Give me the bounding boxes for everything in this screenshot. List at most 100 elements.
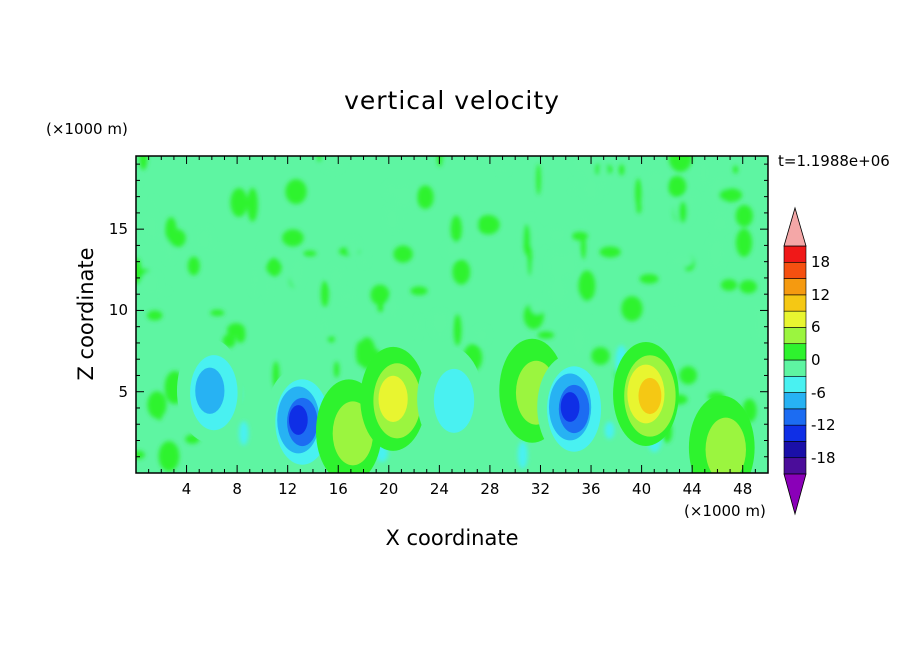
x-tick-label: 4 (181, 480, 192, 498)
texture-blob (752, 303, 763, 324)
texture-blob (678, 201, 688, 223)
texture-blob (139, 156, 148, 170)
colorbar-segment (783, 359, 807, 377)
texture-blob (319, 311, 330, 345)
colorbar-segment (783, 310, 807, 328)
y-tick-label: 10 (108, 301, 128, 320)
texture-blob (393, 245, 413, 263)
texture-blob (370, 284, 390, 306)
texture-blob (604, 421, 615, 439)
axes-frame (135, 155, 769, 474)
time-label: t=1.1988e+06 (778, 152, 890, 170)
texture-blob (147, 310, 163, 321)
texture-blob (710, 213, 730, 233)
texture-blob (618, 164, 625, 176)
texture-blob (718, 188, 743, 203)
colorbar-segment (783, 245, 807, 263)
texture-blob (333, 361, 340, 378)
texture-blob (328, 264, 344, 289)
contour-ring (705, 417, 746, 473)
texture-blob (338, 290, 355, 304)
texture-blob (669, 253, 694, 268)
colorbar-segment (783, 457, 807, 475)
colorbar-tick-label: -18 (811, 448, 836, 467)
texture-blob (303, 250, 317, 257)
colorbar-top-extension (783, 206, 807, 247)
colorbar (783, 206, 807, 516)
texture-blob (383, 206, 401, 232)
texture-blob (136, 450, 145, 460)
texture-blob (667, 175, 687, 198)
x-tick-label: 44 (682, 480, 702, 498)
texture-blob (417, 185, 434, 210)
colorbar-tick-label: 18 (811, 253, 831, 272)
x-tick-label: 20 (379, 480, 399, 498)
y-axis-label: Z coordinate (74, 247, 98, 381)
feature-4 (417, 346, 483, 451)
texture-blob (636, 201, 642, 214)
texture-blob (222, 333, 236, 348)
texture-blob (453, 314, 462, 346)
texture-blob (452, 259, 471, 285)
texture-blob (470, 208, 478, 238)
texture-blob (285, 179, 307, 205)
colorbar-tick-label: 0 (811, 351, 821, 369)
texture-blob (410, 286, 428, 296)
colorbar-segment (783, 424, 807, 442)
texture-blob (668, 156, 692, 172)
texture-blob (635, 178, 642, 208)
x-tick-label: 32 (530, 480, 551, 498)
texture-blob (394, 183, 415, 210)
texture-blob (143, 214, 160, 241)
texture-blob (570, 323, 587, 357)
colorbar-segment (783, 343, 807, 361)
y-tick-label: 5 (118, 382, 128, 401)
x-tick-label: 12 (278, 480, 298, 498)
texture-blob (591, 347, 610, 365)
texture-blob (644, 168, 668, 194)
texture-blob (598, 158, 608, 192)
texture-blob (672, 287, 677, 303)
texture-blob (685, 192, 698, 209)
texture-blob (210, 309, 225, 317)
contour-field (136, 156, 768, 473)
texture-blob (443, 240, 467, 259)
texture-blob (359, 253, 369, 267)
texture-blob (578, 270, 596, 302)
x-axis-label: X coordinate (385, 526, 519, 550)
x-tick-label: 8 (232, 480, 242, 498)
colorbar-tick-label: -12 (811, 416, 836, 435)
feature-3 (360, 346, 426, 451)
texture-blob (570, 180, 578, 193)
colorbar-tick-label: -6 (811, 383, 826, 402)
colorbar-segment (783, 375, 807, 393)
feature-0 (176, 338, 243, 443)
texture-blob (259, 244, 269, 264)
texture-blob (136, 173, 141, 186)
contour-ring (433, 368, 475, 433)
texture-blob (195, 226, 214, 252)
texture-blob (386, 296, 401, 319)
texture-blob (582, 176, 600, 202)
colorbar-segment (783, 392, 807, 410)
x-tick-label: 36 (581, 480, 601, 498)
texture-blob (207, 246, 230, 254)
feature-7 (613, 341, 679, 446)
texture-blob (247, 187, 258, 222)
texture-blob (347, 237, 360, 257)
plot-area (136, 156, 768, 473)
colorbar-segment (783, 441, 807, 459)
texture-blob (649, 322, 658, 330)
texture-blob (546, 226, 568, 244)
colorbar-tick-label: 6 (811, 318, 821, 337)
texture-blob (476, 215, 500, 235)
x-tick-label: 40 (632, 480, 652, 498)
colorbar-segment (783, 327, 807, 345)
texture-blob (720, 279, 738, 291)
chart-title: vertical velocity (344, 86, 560, 115)
texture-blob (278, 254, 292, 263)
colorbar-bottom-extension (783, 473, 807, 516)
texture-blob (529, 296, 545, 315)
x-axis-unit: (×1000 m) (684, 502, 766, 520)
